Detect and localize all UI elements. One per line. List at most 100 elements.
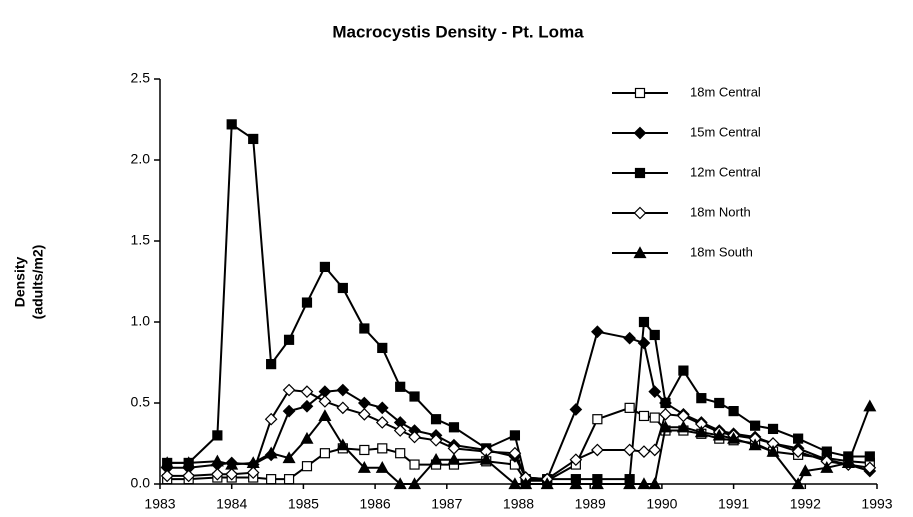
x-tick-label: 1988 bbox=[503, 496, 534, 512]
y-tick-label: 2.5 bbox=[131, 70, 151, 86]
marker bbox=[748, 438, 762, 451]
marker bbox=[767, 423, 779, 435]
marker bbox=[377, 443, 388, 454]
legend-label: 12m Central bbox=[690, 164, 761, 179]
marker bbox=[638, 316, 650, 328]
legend-label: 18m North bbox=[690, 204, 751, 219]
marker bbox=[408, 477, 422, 490]
marker bbox=[248, 133, 259, 145]
y-tick-label: 2.0 bbox=[131, 151, 151, 167]
marker bbox=[508, 477, 522, 490]
marker bbox=[448, 422, 460, 433]
marker bbox=[637, 445, 651, 458]
marker bbox=[638, 410, 650, 422]
marker bbox=[623, 477, 637, 490]
marker bbox=[841, 456, 855, 469]
marker bbox=[479, 452, 493, 465]
marker bbox=[766, 444, 780, 457]
marker bbox=[264, 412, 278, 426]
y-axis-label-line: (adults/m2) bbox=[30, 245, 46, 320]
marker bbox=[395, 381, 406, 392]
marker bbox=[318, 409, 332, 422]
marker bbox=[820, 461, 834, 473]
marker bbox=[863, 399, 877, 412]
marker bbox=[225, 457, 239, 470]
marker bbox=[318, 395, 332, 408]
marker bbox=[182, 456, 196, 469]
marker bbox=[649, 412, 660, 423]
x-tick-label: 1986 bbox=[360, 496, 391, 512]
marker bbox=[648, 477, 662, 490]
marker bbox=[319, 261, 331, 273]
marker bbox=[408, 430, 421, 444]
marker bbox=[377, 342, 388, 354]
marker bbox=[395, 448, 406, 459]
x-tick-label: 1990 bbox=[646, 496, 677, 512]
marker bbox=[409, 391, 420, 402]
chart-title: Macrocystis Density - Pt. Loma bbox=[332, 22, 584, 41]
marker bbox=[246, 456, 260, 469]
marker bbox=[300, 431, 314, 444]
marker bbox=[648, 443, 662, 457]
marker bbox=[300, 385, 314, 399]
marker bbox=[676, 420, 690, 433]
marker bbox=[863, 461, 877, 475]
series-line bbox=[167, 122, 870, 481]
y-tick-label: 1.5 bbox=[131, 232, 151, 248]
marker bbox=[649, 329, 660, 341]
marker bbox=[282, 404, 296, 418]
x-tick-label: 1984 bbox=[216, 496, 247, 512]
marker bbox=[591, 325, 604, 339]
y-tick-label: 0.5 bbox=[131, 394, 151, 410]
x-tick-label: 1985 bbox=[288, 496, 319, 512]
marker bbox=[569, 453, 583, 467]
marker bbox=[678, 365, 689, 376]
marker bbox=[246, 466, 260, 480]
marker bbox=[508, 446, 522, 460]
marker bbox=[375, 401, 389, 415]
marker bbox=[429, 433, 443, 447]
marker bbox=[226, 119, 237, 130]
marker bbox=[212, 430, 223, 441]
marker bbox=[658, 420, 672, 433]
legend-marker bbox=[633, 206, 647, 220]
marker bbox=[509, 430, 521, 441]
marker bbox=[750, 420, 761, 431]
marker bbox=[591, 443, 604, 457]
marker bbox=[728, 406, 739, 417]
marker bbox=[375, 461, 389, 473]
marker bbox=[300, 399, 314, 413]
legend-marker bbox=[634, 167, 646, 179]
marker bbox=[447, 452, 461, 465]
x-tick-label: 1992 bbox=[790, 496, 821, 512]
legend-marker bbox=[633, 246, 647, 259]
marker bbox=[264, 446, 278, 459]
marker bbox=[182, 469, 196, 483]
marker bbox=[696, 393, 707, 404]
marker bbox=[282, 383, 296, 397]
legend-label: 18m South bbox=[690, 244, 753, 259]
marker bbox=[336, 401, 350, 415]
x-tick-label: 1987 bbox=[431, 496, 462, 512]
y-axis-label: Density (adults/m2) bbox=[12, 245, 46, 320]
marker bbox=[624, 402, 635, 413]
legend-label: 15m Central bbox=[690, 124, 761, 139]
marker bbox=[357, 396, 371, 410]
marker bbox=[266, 474, 277, 485]
marker bbox=[694, 425, 708, 438]
y-tick-label: 0.0 bbox=[131, 475, 151, 491]
marker bbox=[519, 477, 533, 490]
marker bbox=[864, 451, 875, 462]
marker bbox=[375, 416, 389, 429]
marker bbox=[590, 477, 604, 490]
marker bbox=[319, 448, 331, 459]
marker bbox=[225, 467, 239, 481]
marker bbox=[540, 477, 554, 490]
marker bbox=[283, 474, 295, 485]
marker bbox=[637, 477, 651, 490]
marker bbox=[429, 452, 443, 465]
legend-marker bbox=[634, 87, 646, 99]
marker bbox=[623, 331, 636, 345]
marker bbox=[301, 461, 313, 472]
